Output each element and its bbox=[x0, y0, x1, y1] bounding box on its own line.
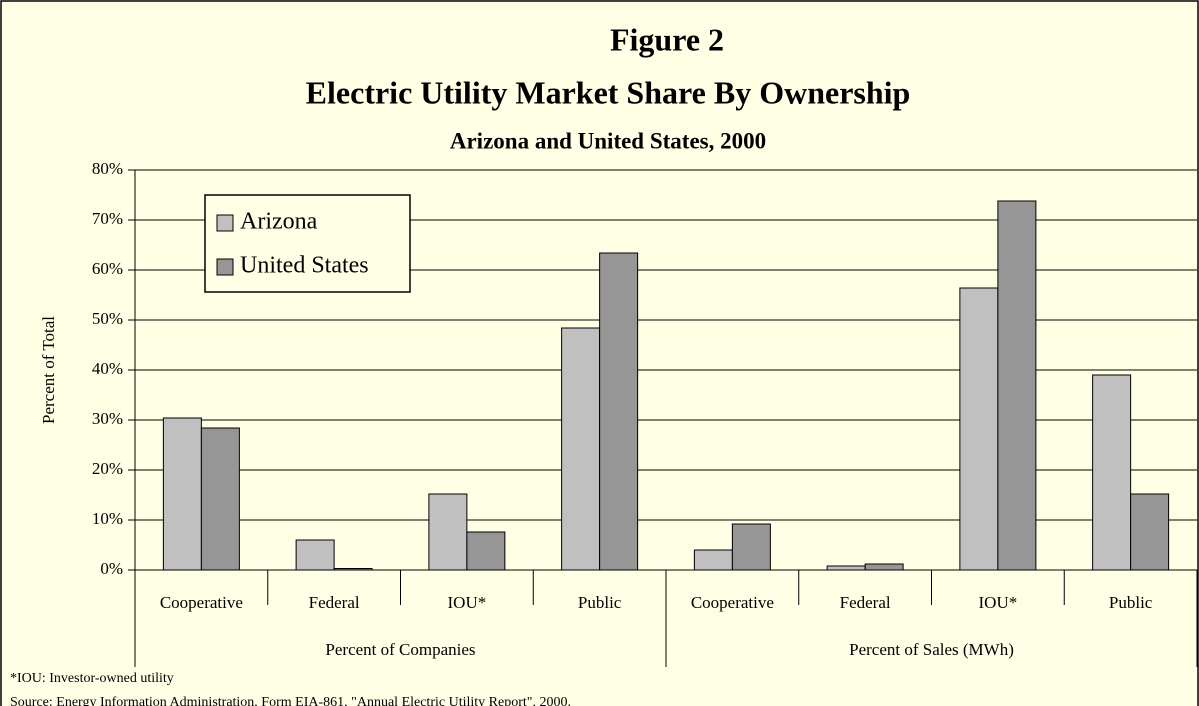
chart-subtitle: Arizona and United States, 2000 bbox=[450, 128, 766, 153]
bar bbox=[162, 417, 202, 571]
bar bbox=[693, 549, 733, 571]
bar bbox=[731, 523, 771, 571]
y-axis-label: Percent of Total bbox=[39, 316, 58, 424]
source-note: Source: Energy Information Administratio… bbox=[10, 695, 571, 706]
x-tick-label: Cooperative bbox=[160, 593, 243, 612]
bar bbox=[428, 493, 468, 571]
bar bbox=[864, 563, 904, 571]
bar bbox=[295, 539, 335, 571]
bar bbox=[333, 568, 373, 571]
bar bbox=[200, 427, 240, 571]
x-tick-label: IOU* bbox=[979, 593, 1018, 612]
bar bbox=[561, 327, 601, 571]
x-tick-label: Public bbox=[578, 593, 622, 612]
y-tick-label: 20% bbox=[92, 459, 123, 478]
bar bbox=[997, 200, 1037, 571]
y-tick-label: 30% bbox=[92, 409, 123, 428]
y-tick-label: 80% bbox=[92, 159, 123, 178]
legend-box bbox=[204, 194, 411, 293]
bar bbox=[466, 531, 506, 571]
bar bbox=[959, 287, 999, 571]
x-tick-label: Federal bbox=[840, 593, 891, 612]
chart-subtitle: Electric Utility Market Share By Ownersh… bbox=[306, 74, 911, 110]
x-tick-label: Cooperative bbox=[691, 593, 774, 612]
bar bbox=[826, 565, 866, 571]
y-tick-label: 0% bbox=[100, 559, 123, 578]
y-tick-label: 40% bbox=[92, 359, 123, 378]
x-tick-label: IOU* bbox=[448, 593, 487, 612]
chart-title: Figure 2 bbox=[610, 21, 724, 57]
y-tick-label: 70% bbox=[92, 209, 123, 228]
bar bbox=[1092, 374, 1132, 571]
group-label: Percent of Companies bbox=[325, 640, 475, 659]
legend-swatch bbox=[216, 214, 234, 232]
y-tick-label: 10% bbox=[92, 509, 123, 528]
footnote: *IOU: Investor-owned utility bbox=[10, 671, 174, 686]
legend-label: United States bbox=[240, 253, 369, 279]
x-tick-label: Public bbox=[1109, 593, 1153, 612]
y-tick-label: 60% bbox=[92, 259, 123, 278]
legend-label: Arizona bbox=[240, 209, 318, 235]
y-tick-label: 50% bbox=[92, 309, 123, 328]
group-label: Percent of Sales (MWh) bbox=[849, 640, 1014, 659]
x-tick-label: Federal bbox=[309, 593, 360, 612]
bar bbox=[1130, 493, 1170, 571]
bar bbox=[599, 252, 639, 571]
legend-swatch bbox=[216, 258, 234, 276]
